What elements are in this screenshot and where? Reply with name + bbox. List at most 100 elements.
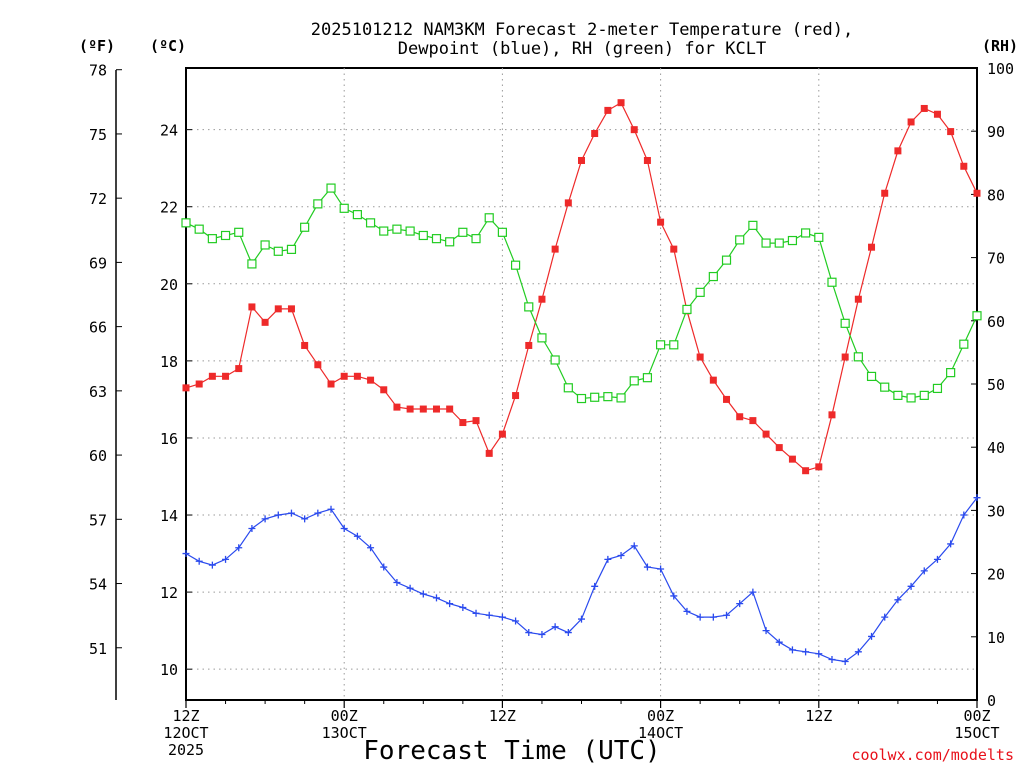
rh-tick-label: 100 (987, 60, 1014, 78)
2-meter-temperature-point (802, 467, 810, 475)
2-meter-temperature-point (248, 303, 256, 311)
2-meter-temperature-point (459, 419, 467, 427)
2-meter-temperature-point (419, 405, 427, 413)
dewpoint-point (854, 648, 862, 656)
rh-point (840, 318, 850, 328)
dewpoint-point (947, 540, 955, 548)
gridlines (186, 68, 977, 700)
fahrenheit-tick-label: 57 (89, 511, 107, 529)
2-meter-temperature-point (353, 372, 361, 380)
dewpoint-point (393, 578, 401, 586)
dewpoint-point (195, 557, 203, 565)
2-meter-temperature-point (933, 110, 941, 118)
rh-tick-label: 40 (987, 439, 1005, 457)
rh-point (181, 218, 191, 228)
rh-point (339, 203, 349, 213)
dewpoint-point (432, 594, 440, 602)
rh-point (392, 224, 402, 234)
rh-line (185, 187, 978, 400)
time-tick-label: 15OCT (954, 724, 999, 742)
rh-point (853, 352, 863, 362)
2-meter-temperature-point (340, 372, 348, 380)
rh-point (616, 393, 626, 403)
time-tick-label: 12OCT (163, 724, 208, 742)
fahrenheit-tick-label: 54 (89, 576, 107, 594)
rh-point (748, 220, 758, 230)
time-tick-label: 12Z (172, 707, 199, 725)
dewpoint-point (367, 544, 375, 552)
dewpoint-point (406, 584, 414, 592)
rh-point (207, 234, 217, 244)
dewpoint-point (960, 511, 968, 519)
celsius-unit-label: (ºC) (150, 37, 186, 55)
rh-tick-label: 0 (987, 692, 996, 710)
rh-point (761, 238, 771, 248)
rh-point (682, 304, 692, 315)
dewpoint-point (287, 509, 295, 517)
2-meter-temperature-point (367, 376, 375, 384)
x-axis-title: Forecast Time (UTC) (363, 736, 660, 766)
rh-point (919, 390, 929, 400)
celsius-tick-label: 18 (160, 353, 178, 371)
2-meter-temperature-point (432, 405, 440, 413)
rh-point (405, 226, 415, 236)
fahrenheit-tick-label: 63 (89, 383, 107, 401)
rh-tick-label: 30 (987, 502, 1005, 520)
celsius-tick-label: 14 (160, 507, 178, 525)
dewpoint-point (578, 615, 585, 623)
dewpoint-point (248, 525, 256, 533)
2-meter-temperature-point (947, 128, 955, 136)
dewpoint-point (327, 505, 335, 513)
time-tick-label: 13OCT (322, 724, 367, 742)
rh-point (234, 227, 244, 237)
dewpoint-point (973, 494, 981, 502)
time-tick-label: 12Z (489, 707, 516, 725)
2-meter-temperature-series (182, 99, 981, 475)
fahrenheit-unit-label: (ºF) (79, 37, 115, 55)
dewpoint-point (736, 600, 744, 608)
rh-point (787, 235, 798, 246)
2-meter-temperature-point (854, 295, 862, 303)
dewpoint-point (775, 638, 783, 646)
dewpoint-point (235, 544, 243, 552)
rh-point (655, 340, 666, 350)
2-meter-temperature-point (327, 380, 335, 388)
time-tick-label: 00Z (647, 707, 674, 725)
time-tick-label: 00Z (331, 707, 358, 725)
2-meter-temperature-point (591, 130, 599, 138)
time-tick-label: 2025 (168, 741, 204, 759)
rh-point (273, 246, 283, 256)
rh-tick-label: 60 (987, 313, 1005, 331)
dewpoint-point (841, 657, 849, 665)
2-meter-temperature-point (578, 156, 585, 164)
2-meter-temperature-point (815, 463, 823, 471)
2-meter-temperature-point (393, 403, 401, 411)
dewpoint-point (670, 592, 678, 600)
rh-point (458, 227, 468, 237)
2-meter-temperature-point (380, 386, 388, 394)
2-meter-temperature-point (973, 189, 981, 197)
fahrenheit-tick-label: 66 (89, 319, 107, 337)
rh-point (352, 210, 362, 220)
2-meter-temperature-point (301, 341, 309, 349)
rh-tick-label: 20 (987, 566, 1005, 584)
dewpoint-point (643, 563, 651, 571)
rh-point (946, 368, 956, 378)
dewpoint-point (380, 563, 388, 571)
rh-point (524, 302, 534, 312)
rh-point (814, 232, 824, 242)
dewpoint-point (815, 650, 823, 658)
2-meter-temperature-point (485, 449, 493, 457)
dewpoint-point (749, 588, 757, 596)
dewpoint-point (512, 617, 520, 625)
dewpoint-point (709, 613, 717, 621)
rh-point (880, 382, 890, 392)
2-meter-temperature-point (749, 417, 757, 425)
rh-point (379, 226, 389, 236)
rh-point (708, 271, 718, 282)
rh-tick-label: 50 (987, 376, 1005, 394)
2-meter-temperature-point (525, 341, 533, 349)
celsius-tick-label: 10 (160, 661, 178, 679)
rh-tick-label: 80 (987, 186, 1005, 204)
rh-point (313, 199, 323, 209)
